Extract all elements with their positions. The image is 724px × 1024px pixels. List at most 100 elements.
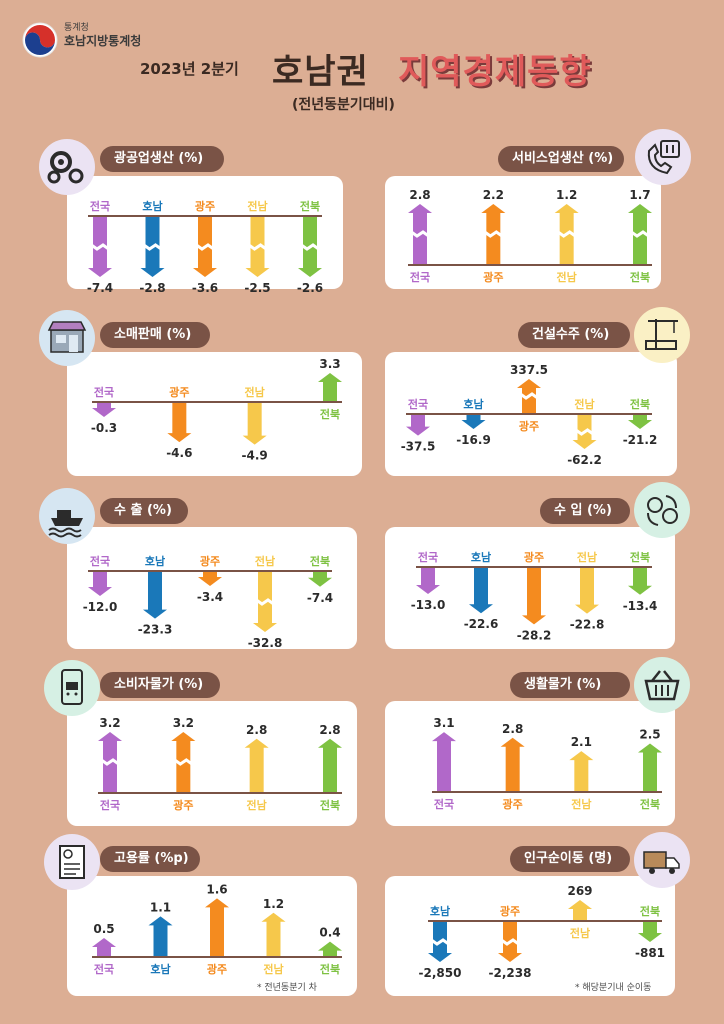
value-label-전남: 2.8 xyxy=(246,723,267,737)
value-label-광주: -3.6 xyxy=(192,281,218,295)
bar-광주-break xyxy=(172,757,195,767)
living-chart: 전국 3.1 광주 2.8 전남 2.1 전북 2.5 xyxy=(432,716,662,811)
category-label-전남: 전남 xyxy=(255,554,275,568)
category-label-전남: 전남 xyxy=(571,797,591,811)
category-label-전남: 전남 xyxy=(247,798,267,812)
value-label-전북: -13.4 xyxy=(623,599,658,613)
bar-전국-break xyxy=(89,242,111,252)
retail-title: 소매판매 (%) xyxy=(100,322,210,348)
value-label-광주: -2,238 xyxy=(489,966,532,980)
service-chart: 전국 2.8 광주 2.2 전남 1.2 전북 1.7 xyxy=(408,188,652,284)
category-label-전남: 전남 xyxy=(577,550,597,564)
money-exchange-icon xyxy=(634,482,690,538)
value-label-호남: -22.6 xyxy=(464,617,499,631)
value-label-전남: -22.8 xyxy=(570,618,605,632)
category-label-전국: 전국 xyxy=(434,797,454,811)
bar-호남-break xyxy=(429,937,451,947)
export-chart: 전국 -12.0 호남 -23.3 광주 -3.4 전남 -32.8 전북 -7.4 xyxy=(83,554,333,650)
category-label-호남: 호남 xyxy=(430,904,450,918)
agency-name: 호남지방통계청 xyxy=(64,34,142,48)
category-label-호남: 호남 xyxy=(142,199,162,213)
value-label-광주: -28.2 xyxy=(517,628,552,642)
category-label-전국: 전국 xyxy=(410,270,430,284)
bar-전남-break xyxy=(246,242,269,252)
bar-전북 xyxy=(308,572,332,587)
value-label-전북: -7.4 xyxy=(307,591,333,605)
title-main: 지역경제동향 xyxy=(398,52,592,92)
bar-광주 xyxy=(522,568,546,625)
category-label-전남: 전남 xyxy=(574,397,594,411)
value-label-전북: -881 xyxy=(635,946,665,960)
employment-chart: 전국 0.5 호남 1.1 광주 1.6 전남 1.2 전북 0.4 xyxy=(92,882,342,976)
phone-restaurant-icon xyxy=(635,129,691,185)
category-label-전북: 전북 xyxy=(630,550,650,564)
value-label-광주: 2.8 xyxy=(502,722,523,736)
category-label-전북: 전북 xyxy=(320,407,340,421)
value-label-전국: 3.1 xyxy=(433,716,454,730)
value-label-전국: -0.3 xyxy=(91,421,117,435)
category-label-광주: 광주 xyxy=(524,551,544,564)
bar-호남 xyxy=(469,568,493,614)
service-title: 서비스업생산 (%) xyxy=(498,146,624,172)
bar-전북 xyxy=(638,922,662,942)
migration-chart: 호남 -2,850 광주 -2,238 전남 269 전북 -881 xyxy=(419,884,665,980)
category-label-전북: 전북 xyxy=(310,554,330,568)
retail-card xyxy=(67,352,362,476)
agency-top-label: 통계청 xyxy=(64,23,89,33)
bar-전북 xyxy=(628,415,652,429)
bar-전국 xyxy=(416,568,440,594)
bar-전북 xyxy=(318,738,342,792)
bar-호남-break xyxy=(141,242,164,252)
bar-호남 xyxy=(461,415,486,429)
category-label-전남: 전남 xyxy=(263,962,283,976)
bar-전남-break xyxy=(254,597,276,607)
bar-전국-break xyxy=(99,757,121,767)
category-label-전국: 전국 xyxy=(408,397,428,411)
bar-전남 xyxy=(569,751,594,791)
bar-전국 xyxy=(406,415,430,436)
category-label-전국: 전국 xyxy=(100,798,120,812)
bar-광주-break xyxy=(518,391,540,401)
bar-전남-break xyxy=(573,427,596,437)
mining-title: 광공업생산 (%) xyxy=(100,146,224,172)
category-label-전남: 전남 xyxy=(245,385,265,399)
export-card xyxy=(67,527,357,649)
category-label-전국: 전국 xyxy=(418,550,438,564)
value-label-호남: -2,850 xyxy=(419,966,462,980)
category-label-전국: 전국 xyxy=(94,962,114,976)
bar-광주 xyxy=(198,572,222,586)
construction-title: 건설수주 (%) xyxy=(518,322,630,348)
value-label-전남: -32.8 xyxy=(248,636,283,650)
bar-전국 xyxy=(92,938,116,956)
category-label-호남: 호남 xyxy=(463,397,483,411)
value-label-전남: 1.2 xyxy=(556,188,577,202)
value-label-광주: 337.5 xyxy=(510,363,548,377)
value-label-전북: 2.5 xyxy=(639,728,660,742)
category-label-전북: 전북 xyxy=(320,962,340,976)
value-label-호남: -16.9 xyxy=(456,433,491,447)
mining-chart: 전국 -7.4 호남 -2.8 광주 -3.6 전남 -2.5 전북 -2.6 xyxy=(87,199,323,295)
bar-전북 xyxy=(638,743,662,791)
category-label-호남: 호남 xyxy=(145,554,165,568)
value-label-전남: -4.9 xyxy=(242,449,268,463)
category-label-전북: 전북 xyxy=(300,199,320,213)
employment-title: 고용률 (%p) xyxy=(100,846,200,872)
import-chart: 전국 -13.0 호남 -22.6 광주 -28.2 전남 -22.8 전북 -13.4 xyxy=(411,550,658,642)
agency-block: 통계청 호남지방통계청 xyxy=(64,22,141,48)
category-label-광주: 광주 xyxy=(500,905,520,918)
category-label-전북: 전북 xyxy=(640,797,660,811)
value-label-전북: -21.2 xyxy=(623,433,658,447)
value-label-호남: -2.8 xyxy=(139,281,165,295)
moving-truck-icon xyxy=(634,832,690,888)
value-label-전남: -62.2 xyxy=(567,453,602,467)
value-label-전국: 3.2 xyxy=(99,716,120,730)
category-label-전북: 전북 xyxy=(640,904,660,918)
category-label-호남: 호남 xyxy=(150,962,170,976)
bar-전국 xyxy=(88,572,112,596)
store-icon xyxy=(39,310,95,366)
bar-전국 xyxy=(432,732,456,791)
category-label-광주: 광주 xyxy=(173,799,193,812)
bar-광주-break xyxy=(499,937,521,947)
title-region: 호남권 xyxy=(272,52,369,92)
bar-광주 xyxy=(500,737,525,791)
